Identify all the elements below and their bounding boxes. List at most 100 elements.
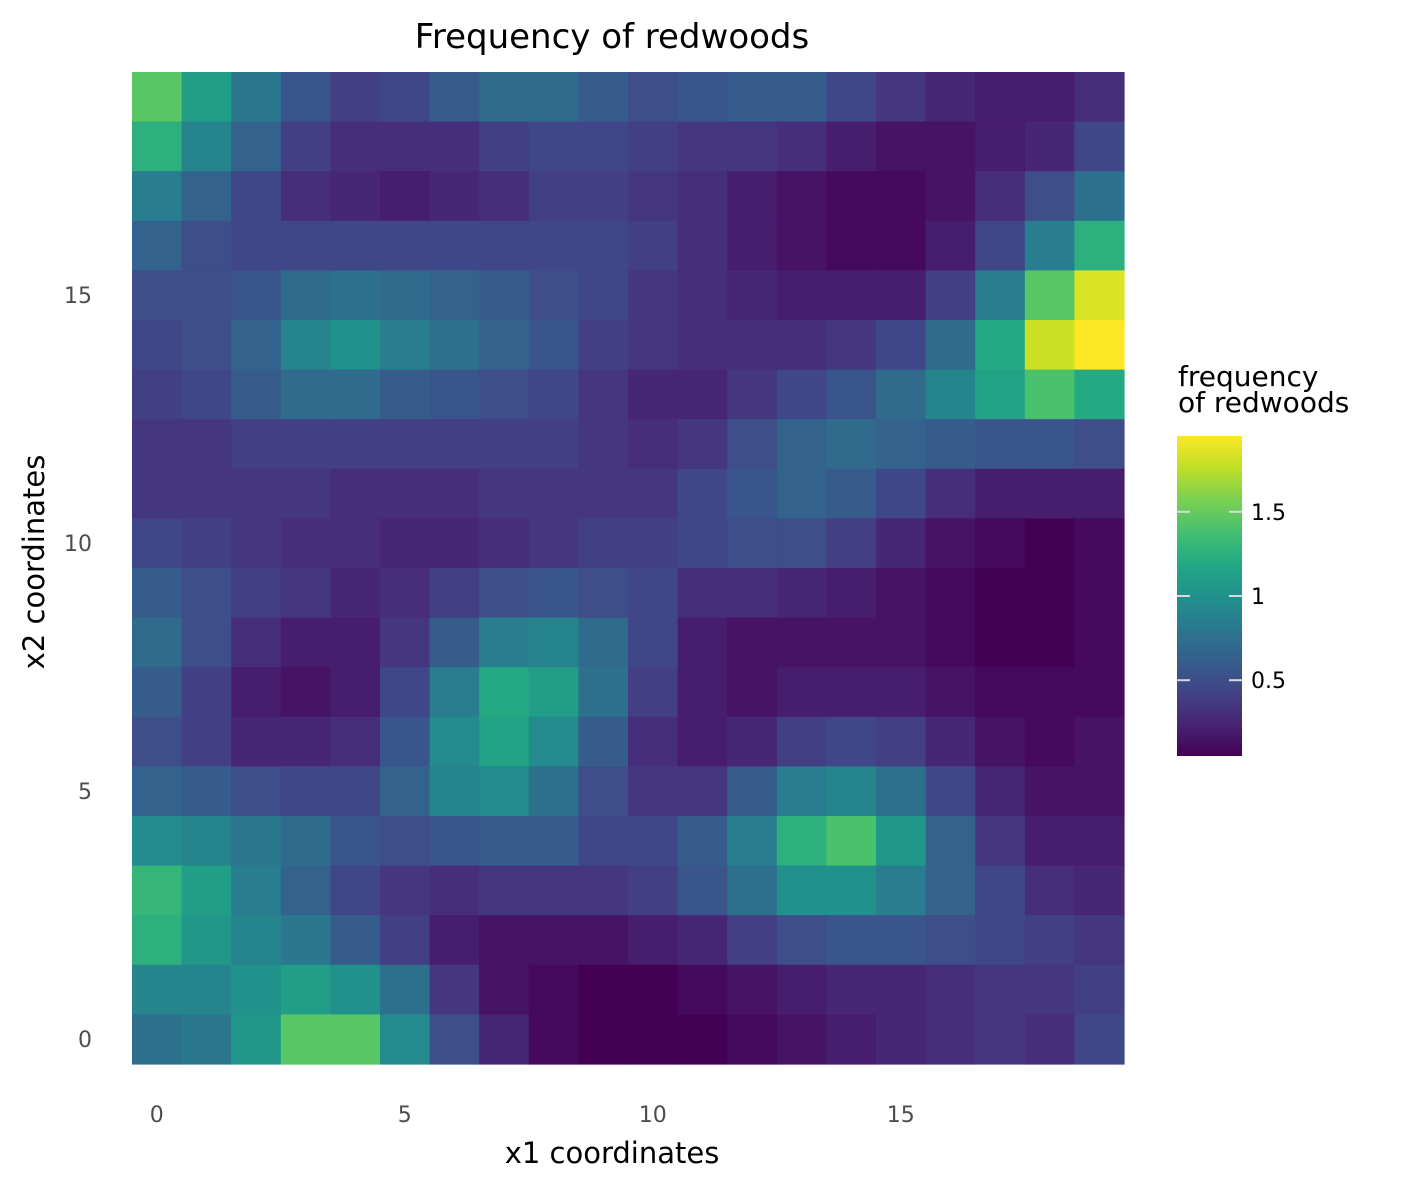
heatmap-cell [132,964,183,1015]
heatmap-cell [132,667,183,718]
heatmap-cell [727,121,778,172]
heatmap-cell [330,468,381,519]
heatmap-cell [578,865,629,916]
heatmap-cell [826,816,877,867]
heatmap-cell [1024,915,1075,966]
heatmap-cell [528,667,579,718]
heatmap-cell [925,964,976,1015]
heatmap-cell [677,369,728,420]
heatmap-cell [578,419,629,470]
heatmap-cell [528,568,579,619]
heatmap-cell [528,617,579,668]
heatmap-cell [1024,72,1075,123]
heatmap-cell [826,617,877,668]
heatmap-cell [231,72,282,123]
heatmap-cell [231,220,282,271]
heatmap-cell [380,617,431,668]
y-tick-label: 15 [64,284,92,309]
heatmap-cell [876,369,927,420]
heatmap-cell [876,171,927,222]
heatmap-cell [479,220,530,271]
heatmap-cell [429,220,480,271]
heatmap-cell [776,766,827,817]
heatmap-cell [628,667,679,718]
heatmap-cell [429,270,480,321]
heatmap-cell [975,568,1026,619]
heatmap-cell [231,121,282,172]
heatmap-cell [727,171,778,222]
heatmap-cell [330,865,381,916]
heatmap-cell [776,72,827,123]
heatmap-cell [776,964,827,1015]
heatmap-cell [181,617,232,668]
heatmap-cell [578,518,629,569]
heatmap-cell [330,766,381,817]
y-tick-label: 10 [64,532,92,557]
heatmap-cell [876,419,927,470]
heatmap-cell [975,220,1026,271]
heatmap-cell [479,816,530,867]
heatmap-cell [826,171,877,222]
x-tick-label: 5 [398,1103,412,1128]
heatmap-cell [776,1014,827,1065]
heatmap-cell [776,667,827,718]
heatmap-cell [677,320,728,371]
x-tick-label: 15 [887,1103,915,1128]
heatmap-cell [181,171,232,222]
heatmap-cell [280,320,331,371]
heatmap-cell [429,667,480,718]
heatmap-cell [578,716,629,767]
heatmap-cell [528,816,579,867]
heatmap-cell [925,270,976,321]
legend-title-line2: of redwoods [1178,386,1349,419]
heatmap-cell [528,320,579,371]
heatmap-cell [826,320,877,371]
heatmap-cell [132,270,183,321]
heatmap-cell [280,915,331,966]
heatmap-cell [479,716,530,767]
heatmap-cell [132,121,183,172]
heatmap-cell [479,468,530,519]
heatmap-cell [280,964,331,1015]
heatmap-cell [975,915,1026,966]
heatmap-cell [578,171,629,222]
heatmap-cell [380,766,431,817]
heatmap-cell [826,121,877,172]
heatmap-cell [528,171,579,222]
heatmap-cell [677,419,728,470]
colorbar-tick-label: 1 [1251,585,1265,610]
heatmap-cell [1024,171,1075,222]
heatmap-cell [280,369,331,420]
heatmap-cell [628,518,679,569]
heatmap-cell [280,865,331,916]
heatmap-cell [429,369,480,420]
heatmap-cell [826,568,877,619]
heatmap-cell [528,419,579,470]
heatmap-cell [1074,369,1125,420]
heatmap-cell [330,568,381,619]
heatmap-cell [975,617,1026,668]
heatmap-cell [776,369,827,420]
heatmap-cell [380,220,431,271]
heatmap-cell [1024,220,1075,271]
heatmap-cell [776,270,827,321]
heatmap-cell [628,320,679,371]
heatmap-cell [429,1014,480,1065]
heatmap-cell [925,667,976,718]
heatmap-cell [1074,468,1125,519]
heatmap-cell [776,171,827,222]
heatmap-cell [181,964,232,1015]
heatmap-cell [429,518,480,569]
x-axis-ticks: 0 5 10 15 [150,1103,915,1128]
heatmap-cell [677,766,728,817]
heatmap-cell [380,568,431,619]
heatmap-cell [876,617,927,668]
heatmap-cell [578,766,629,817]
heatmap-cell [628,419,679,470]
heatmap-cell [479,865,530,916]
heatmap-cell [181,915,232,966]
heatmap-cell [876,915,927,966]
heatmap-cell [876,320,927,371]
heatmap-cell [578,72,629,123]
heatmap-cell [727,865,778,916]
